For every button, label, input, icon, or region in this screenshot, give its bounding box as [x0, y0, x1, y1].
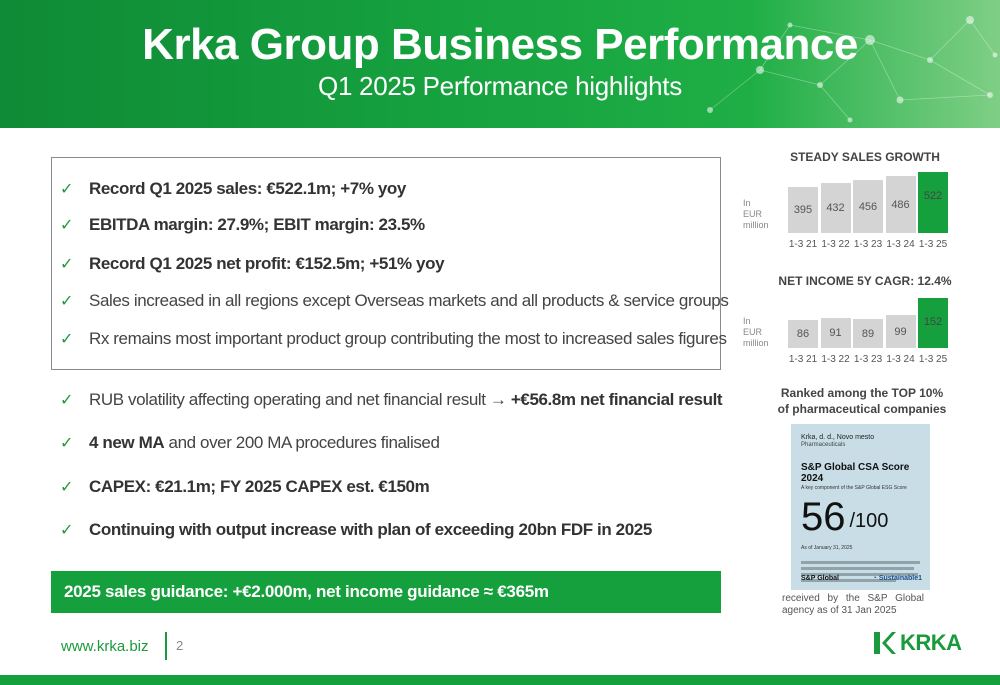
chart-title-sales: STEADY SALES GROWTH: [790, 150, 940, 164]
highlight-bullet-text: Record Q1 2025 net profit: €152.5m; +51%…: [89, 254, 445, 273]
bar-value-label: 89: [861, 327, 875, 340]
x-tick-label: 1-3 24: [886, 354, 915, 365]
checkmark-icon: ✓: [60, 217, 74, 234]
highlight-bullet: ✓ Rx remains most important product group…: [60, 327, 727, 351]
bullet-output-text: Continuing with output increase with pla…: [89, 520, 652, 539]
highlight-bullet: ✓ Record Q1 2025 net profit: €152.5m; +51…: [60, 252, 445, 276]
krka-logo: KRKA: [871, 630, 962, 656]
highlight-bullet: ✓ Sales increased in all regions except O…: [60, 289, 729, 313]
ranked-text: Ranked among the TOP 10% of pharmaceutic…: [777, 386, 947, 416]
chart-bar: 486: [885, 176, 916, 233]
badge-brand-left: S&P Global: [801, 575, 839, 582]
website-link[interactable]: www.krka.biz: [61, 638, 149, 655]
bullet-rub-text: RUB volatility affecting operating and n…: [89, 390, 511, 409]
unit-label-net-income: In EUR million: [743, 316, 769, 348]
badge-brand-right: ◔ Sustainable1: [872, 575, 922, 582]
chart-bar: 522: [918, 172, 948, 233]
bullet-capex: ✓ CAPEX: €21.1m; FY 2025 CAPEX est. €150…: [60, 475, 430, 499]
bar-value-label: 86: [796, 328, 810, 340]
x-tick-label: 1-3 22: [821, 239, 850, 250]
sp-global-badge: Krka, d. d., Novo mesto Pharmaceuticals …: [791, 424, 930, 590]
badge-fine-print: [801, 561, 920, 582]
chart-bar: 86: [788, 320, 818, 348]
badge-subtitle: A key component of the S&P Global ESG Sc…: [801, 485, 907, 491]
x-tick-label: 1-3 23: [853, 239, 883, 250]
badge-industry: Pharmaceuticals: [801, 442, 846, 448]
bullet-ma-bold: 4 new MA: [89, 433, 165, 452]
highlights-box: [51, 157, 721, 370]
checkmark-icon: ✓: [60, 293, 74, 310]
checkmark-icon: ✓: [60, 256, 74, 273]
x-tick-label: 1-3 24: [886, 239, 915, 250]
badge-score-value: 56: [801, 495, 846, 539]
x-tick-label: 1-3 21: [788, 354, 818, 365]
highlight-bullet-text: Rx remains most important product group …: [89, 329, 727, 348]
chart-bar: 456: [853, 180, 883, 233]
checkmark-icon: ✓: [60, 392, 74, 409]
checkmark-icon: ✓: [60, 331, 74, 348]
bar-value-label: 432: [826, 202, 845, 214]
bullet-capex-text: CAPEX: €21.1m; FY 2025 CAPEX est. €150m: [89, 477, 430, 496]
checkmark-icon: ✓: [60, 522, 74, 539]
krka-logo-text: KRKA: [900, 630, 962, 655]
bottom-bar: [0, 675, 1000, 685]
bullet-rub: ✓ RUB volatility affecting operating and…: [60, 388, 723, 412]
bar-value-label: 395: [793, 204, 813, 216]
bar-value-label: 91: [829, 327, 842, 339]
page-title: Krka Group Business Performance: [142, 20, 858, 69]
molecule-network-decoration: [707, 16, 998, 123]
chart-bar: 395: [788, 187, 818, 233]
bar-value-label: 486: [891, 198, 910, 211]
highlight-bullet: ✓ Record Q1 2025 sales: €522.1m; +7% yoy: [60, 177, 406, 201]
bullet-ma: ✓ 4 new MA and over 200 MA procedures fi…: [60, 431, 440, 455]
highlight-bullet: ✓ EBITDA margin: 27.9%; EBIT margin: 23.5…: [60, 213, 425, 237]
bullet-ma-text: and over 200 MA procedures finalised: [164, 433, 440, 452]
chart-bar: 152: [918, 298, 948, 348]
page-number: 2: [176, 638, 184, 653]
bar-value-label: 99: [894, 325, 907, 338]
x-tick-label: 1-3 21: [788, 239, 818, 250]
page-subtitle: Q1 2025 Performance highlights: [318, 71, 682, 101]
highlight-bullet-text: Sales increased in all regions except Ov…: [89, 291, 729, 310]
chart-bar: 91: [820, 318, 851, 348]
bullet-rub-bold: +€56.8m net financial result: [510, 390, 723, 409]
badge-score: 56 /100: [801, 497, 920, 537]
x-tick-label: 1-3 25: [918, 354, 948, 365]
unit-label-sales: In EUR million: [743, 198, 769, 230]
badge-note: received by the S&P Global agency as of …: [782, 593, 924, 616]
checkmark-icon: ✓: [60, 435, 74, 452]
krka-logo-icon: [874, 632, 896, 654]
footer-divider: [165, 632, 167, 660]
highlight-bullet-text: Record Q1 2025 sales: €522.1m; +7% yoy: [89, 179, 406, 198]
badge-title: S&P Global CSA Score 2024: [801, 462, 910, 484]
chart-bar: 432: [820, 183, 851, 233]
x-tick-label: 1-3 25: [918, 239, 948, 250]
badge-score-max: /100: [849, 510, 889, 532]
highlight-bullet-text: EBITDA margin: 27.9%; EBIT margin: 23.5%: [89, 215, 425, 234]
badge-date: As of January 31, 2025: [801, 545, 853, 551]
chart-bar: 89: [853, 319, 883, 348]
bar-value-label: 522: [923, 190, 943, 202]
guidance-banner: 2025 sales guidance: +€2.000m, net incom…: [51, 571, 721, 613]
checkmark-icon: ✓: [60, 479, 74, 496]
chart-title-net-income: NET INCOME 5Y CAGR: 12.4%: [778, 274, 952, 288]
checkmark-icon: ✓: [60, 181, 74, 198]
x-tick-label: 1-3 22: [821, 354, 850, 365]
bar-value-label: 152: [923, 316, 943, 328]
sustainable-icon: ◔: [872, 575, 877, 582]
chart-bar: 99: [885, 315, 916, 348]
header-banner: Krka Group Business Performance Q1 2025 …: [0, 0, 1000, 128]
badge-company: Krka, d. d., Novo mesto: [801, 434, 875, 441]
bar-value-label: 456: [858, 200, 878, 213]
x-tick-label: 1-3 23: [853, 354, 883, 365]
bullet-output: ✓ Continuing with output increase with p…: [60, 518, 652, 542]
